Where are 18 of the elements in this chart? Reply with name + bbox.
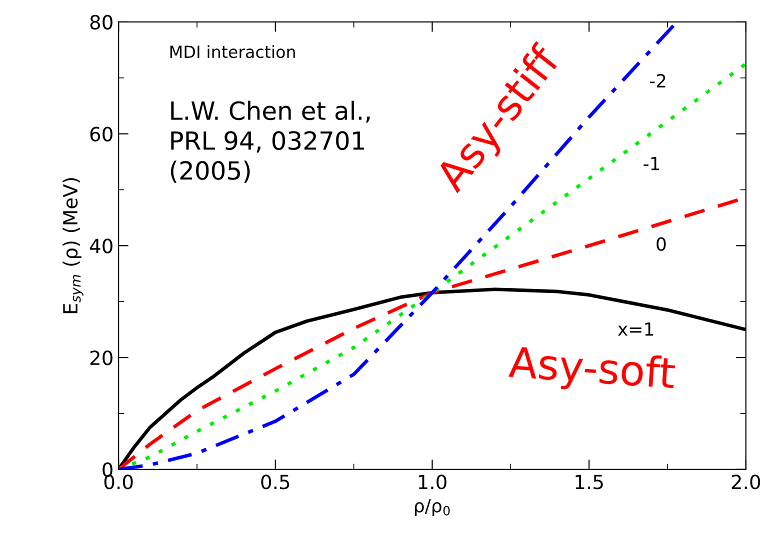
- y-tick-label: 20: [90, 350, 112, 366]
- x-tick-label: 1.5: [576, 474, 603, 490]
- x-tick-label: 0.0: [104, 474, 133, 490]
- x-tick-label: 1.0: [418, 474, 446, 490]
- annotation: MDI interaction: [170, 45, 295, 58]
- x-tick-label: 0.5: [261, 474, 290, 490]
- x-axis-title: ρ/ρ$_{0}$: [414, 499, 450, 516]
- series-label: x=1: [618, 322, 654, 336]
- annotation: L.W. Chen et al., PRL 94, 032701 (2005): [170, 100, 370, 183]
- series-label: -2: [650, 74, 666, 88]
- series-label: -1: [644, 156, 660, 170]
- x-tick-label: 2.0: [732, 474, 760, 490]
- annotation: Asy-soft: [508, 345, 676, 397]
- y-tick-label: 40: [90, 238, 112, 254]
- series-label: 0: [656, 237, 666, 251]
- y-tick-label: 60: [90, 126, 112, 142]
- y-tick-label: 80: [90, 14, 112, 30]
- y-axis-title: E$_{sym}$ (ρ) (MeV): [62, 178, 84, 314]
